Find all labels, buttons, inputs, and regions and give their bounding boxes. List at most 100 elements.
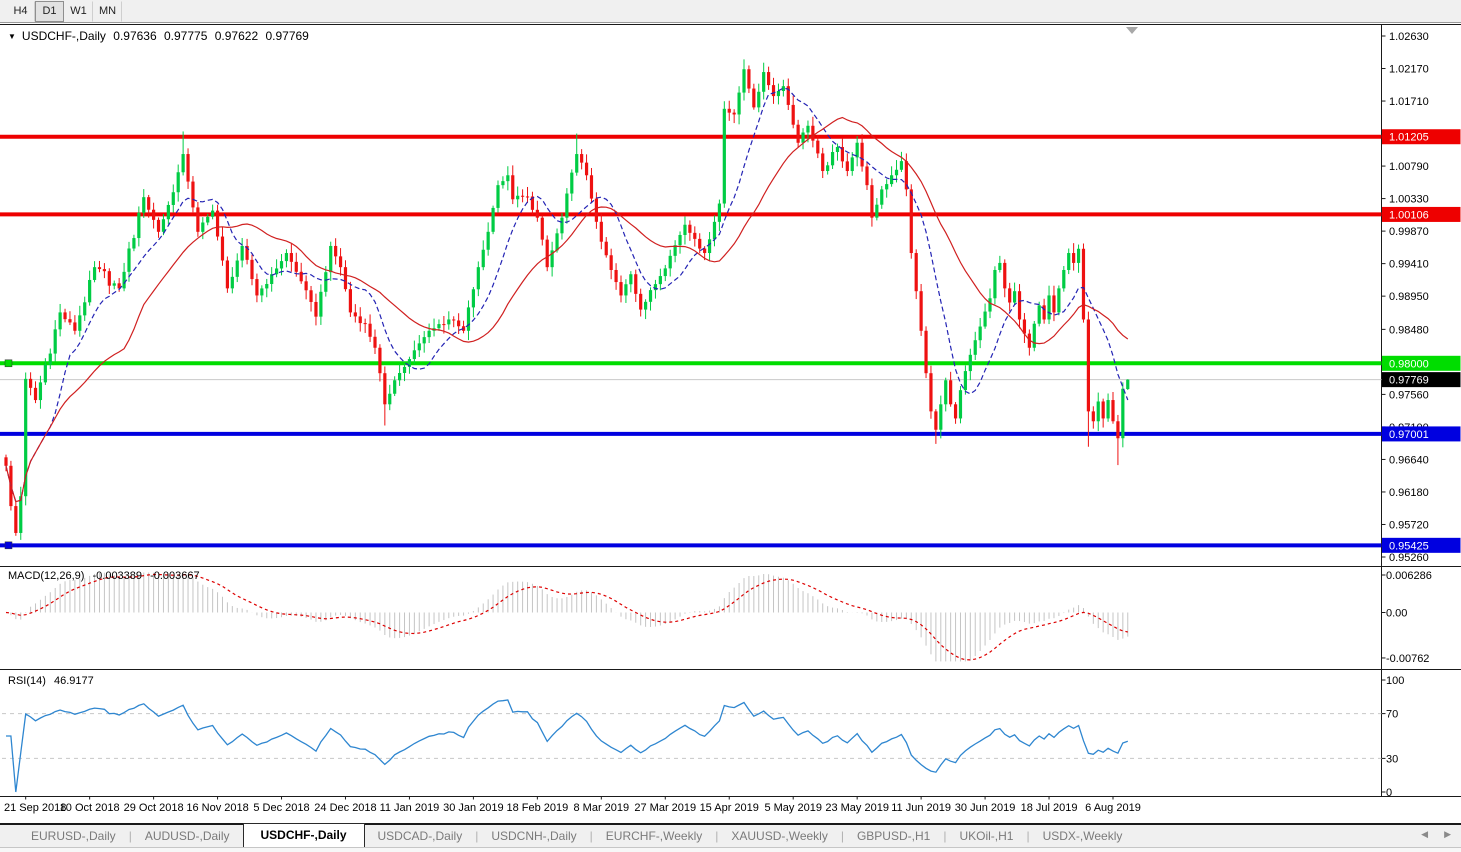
candles-layer[interactable] [4, 59, 1130, 540]
tab-separator: | [1026, 829, 1030, 843]
price-level-label: 0.97001 [1389, 429, 1429, 441]
macd-value-signal: -0.003667 [150, 570, 200, 582]
symbol-tab-bar: EURUSD-,Daily | AUDUSD-,Daily USDCHF-,Daily… [0, 822, 1461, 848]
rsi-name: RSI(14) [8, 675, 46, 687]
hline-handle-0.98000[interactable] [4, 359, 13, 368]
tab-usdcad-daily[interactable]: USDCAD-,Daily [377, 829, 463, 843]
macd-tick-label: 0.00 [1386, 608, 1407, 620]
price-level-label: 1.00106 [1389, 209, 1429, 221]
price-tick-label: 0.97560 [1389, 389, 1429, 401]
tab-separator: | [715, 829, 719, 843]
date-tick-label: 10 Oct 2018 [60, 802, 120, 814]
date-tick-label: 27 Mar 2019 [634, 802, 696, 814]
chart-symbol-label: USDCHF-,Daily [21, 29, 106, 43]
price-tick-label: 0.96180 [1389, 487, 1429, 499]
horizontal-lines-layer [0, 134, 1382, 550]
tab-eurusd-daily[interactable]: EURUSD-,Daily [31, 829, 116, 843]
moving-average-fast [5, 87, 1129, 503]
price-level-label: 1.01205 [1389, 132, 1429, 144]
date-tick-label: 21 Sep 2018 [4, 802, 66, 814]
chart-menu-icon[interactable]: ▼ [8, 32, 16, 41]
date-tick-label: 15 Apr 2019 [700, 802, 759, 814]
timeframe-button-h4[interactable]: H4 [6, 0, 35, 22]
price-axis[interactable]: 1.02630 1.02170 1.01710 1.00790 1.00330 0.998… [1381, 31, 1461, 799]
price-tick-label: 1.00330 [1389, 194, 1429, 206]
hline-handle-0.95425[interactable] [4, 541, 13, 550]
chart-title: ▼ USDCHF-,Daily 0.97636 0.97775 0.97622 0… [8, 29, 313, 43]
date-tick-label: 11 Jan 2019 [380, 802, 440, 814]
price-tick-label: 0.98950 [1389, 291, 1429, 303]
rsi-value: 46.9177 [53, 675, 94, 687]
date-tick-label: 23 May 2019 [825, 802, 889, 814]
macd-name: MACD(12,26,9) [8, 570, 85, 582]
rsi-tick-label: 100 [1386, 675, 1404, 687]
date-tick-label: 24 Dec 2018 [314, 802, 376, 814]
chart-shift-marker-icon[interactable] [1126, 27, 1138, 34]
window-bottom-strip [0, 847, 1461, 852]
price-tick-label: 0.95260 [1389, 552, 1429, 564]
tab-usdx-weekly[interactable]: USDX-,Weekly [1042, 829, 1123, 843]
date-tick-label: 30 Jan 2019 [443, 802, 504, 814]
price-tick-label: 1.02630 [1389, 31, 1429, 43]
price-tick-label: 1.00790 [1389, 161, 1429, 173]
date-tick-label: 6 Aug 2019 [1085, 802, 1141, 814]
chart-canvas[interactable]: 1.02630 1.02170 1.01710 1.00790 1.00330 0.998… [0, 0, 1461, 824]
tab-separator: | [475, 829, 479, 843]
tab-usdcnh-daily[interactable]: USDCNH-,Daily [491, 829, 577, 843]
price-tick-label: 0.95720 [1389, 519, 1429, 531]
tab-xauusd-weekly[interactable]: XAUUSD-,Weekly [731, 829, 828, 843]
rsi-tick-label: 70 [1386, 709, 1398, 721]
tab-usdchf-daily[interactable]: USDCHF-,Daily [242, 822, 365, 848]
tabs-scroll-left-icon[interactable]: ◀ [1421, 829, 1429, 839]
date-tick-label: 16 Nov 2018 [186, 802, 248, 814]
rsi-tick-label: 30 [1386, 753, 1398, 765]
date-tick-label: 29 Oct 2018 [124, 802, 184, 814]
macd-indicator-label: MACD(12,26,9) -0.003389 -0.003667 [8, 570, 205, 582]
timeframe-toolbar: H4 D1 W1 MN [0, 0, 1461, 23]
macd-tick-label: 0.006286 [1386, 570, 1432, 582]
date-tick-label: 5 Dec 2018 [253, 802, 309, 814]
macd-tick-label: -0.00762 [1386, 653, 1429, 665]
date-tick-label: 11 Jun 2019 [891, 802, 951, 814]
date-tick-label: 30 Jun 2019 [955, 802, 1016, 814]
price-level-label: 0.97769 [1389, 375, 1429, 387]
tab-separator: | [943, 829, 947, 843]
macd-histogram [10, 572, 1129, 662]
tab-separator: | [840, 829, 844, 843]
macd-value-main: -0.003389 [92, 570, 143, 582]
quote-high: 0.97775 [164, 29, 208, 43]
quote-close: 0.97769 [265, 29, 309, 43]
rsi-line [6, 699, 1129, 793]
date-tick-label: 18 Jul 2019 [1021, 802, 1078, 814]
price-level-label: 0.95425 [1389, 540, 1429, 552]
tab-audusd-daily[interactable]: AUDUSD-,Daily [144, 829, 230, 843]
tab-gbpusd-h1[interactable]: GBPUSD-,H1 [856, 829, 931, 843]
tab-eurchf-weekly[interactable]: EURCHF-,Weekly [605, 829, 703, 843]
tab-separator: | [128, 829, 132, 843]
timeframe-button-d1[interactable]: D1 [35, 0, 64, 22]
date-tick-label: 8 Mar 2019 [573, 802, 629, 814]
price-tick-label: 0.99410 [1389, 259, 1429, 271]
quote-low: 0.97622 [214, 29, 259, 43]
tab-list: EURUSD-,Daily | AUDUSD-,Daily USDCHF-,Daily… [0, 822, 1135, 848]
tab-ukoil-h1[interactable]: UKOil-,H1 [959, 829, 1014, 843]
tabs-scroll-right-icon[interactable]: ▶ [1444, 829, 1451, 839]
quote-open: 0.97636 [113, 29, 157, 43]
rsi-panel-content [2, 699, 1382, 793]
rsi-tick-label: 0 [1386, 787, 1392, 799]
price-tick-label: 0.98480 [1389, 324, 1429, 336]
tab-scroll-nav: ◀ ▶ [1421, 829, 1451, 840]
date-tick-label: 18 Feb 2019 [506, 802, 568, 814]
price-level-label: 0.98000 [1389, 358, 1429, 370]
date-tick-label: 5 May 2019 [764, 802, 821, 814]
price-tick-label: 0.96640 [1389, 454, 1429, 466]
rsi-indicator-label: RSI(14) 46.9177 [8, 675, 99, 687]
timeframe-button-w1[interactable]: W1 [64, 0, 93, 22]
price-tick-label: 1.02170 [1389, 64, 1429, 76]
price-tick-label: 0.99870 [1389, 226, 1429, 238]
moving-average-slow [5, 116, 1129, 503]
tab-separator: | [589, 829, 593, 843]
timeframe-button-mn[interactable]: MN [93, 0, 122, 22]
